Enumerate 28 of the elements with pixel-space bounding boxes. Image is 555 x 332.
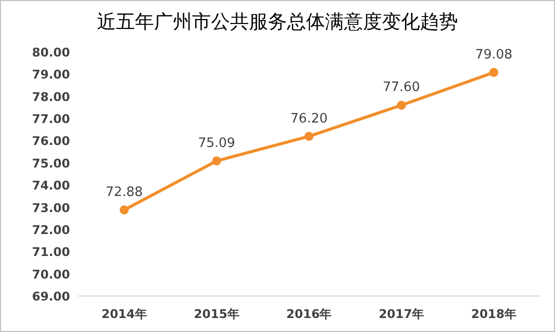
point [489,68,498,77]
data-label: 76.20 [290,111,328,126]
x-tick-label: 2014年 [101,307,147,321]
y-tick-label: 80.00 [32,46,70,60]
point [304,132,314,141]
x-tick-label: 2015年 [194,307,240,321]
y-tick-label: 73.00 [32,200,70,215]
y-tick-label: 71.00 [32,245,70,260]
x-tick-label: 2017年 [378,307,424,321]
data-label: 77.60 [382,80,420,96]
y-tick-label: 74.00 [32,178,70,193]
point [396,100,406,110]
y-tick-label: 70.00 [32,267,70,282]
y-tick-label: 76.00 [32,134,70,148]
y-tick-label: 75.00 [32,156,70,170]
data-label: 72.88 [106,184,143,200]
x-tick-label: 2016年 [286,307,332,321]
y-tick-label: 69.00 [32,290,70,304]
data-label: 75.09 [198,136,236,151]
data-label: 79.08 [475,47,512,62]
y-tick-label: 77.00 [32,112,70,126]
y-tick-label: 79.00 [32,68,70,82]
x-tick-label: 2018年 [471,307,517,321]
point [120,205,129,214]
y-tick-label: 78.00 [32,90,70,104]
y-tick-label: 72.00 [32,222,70,237]
point [212,156,222,166]
title: 近五年广州市公共服务总体满意度变化趋势 [97,11,458,33]
